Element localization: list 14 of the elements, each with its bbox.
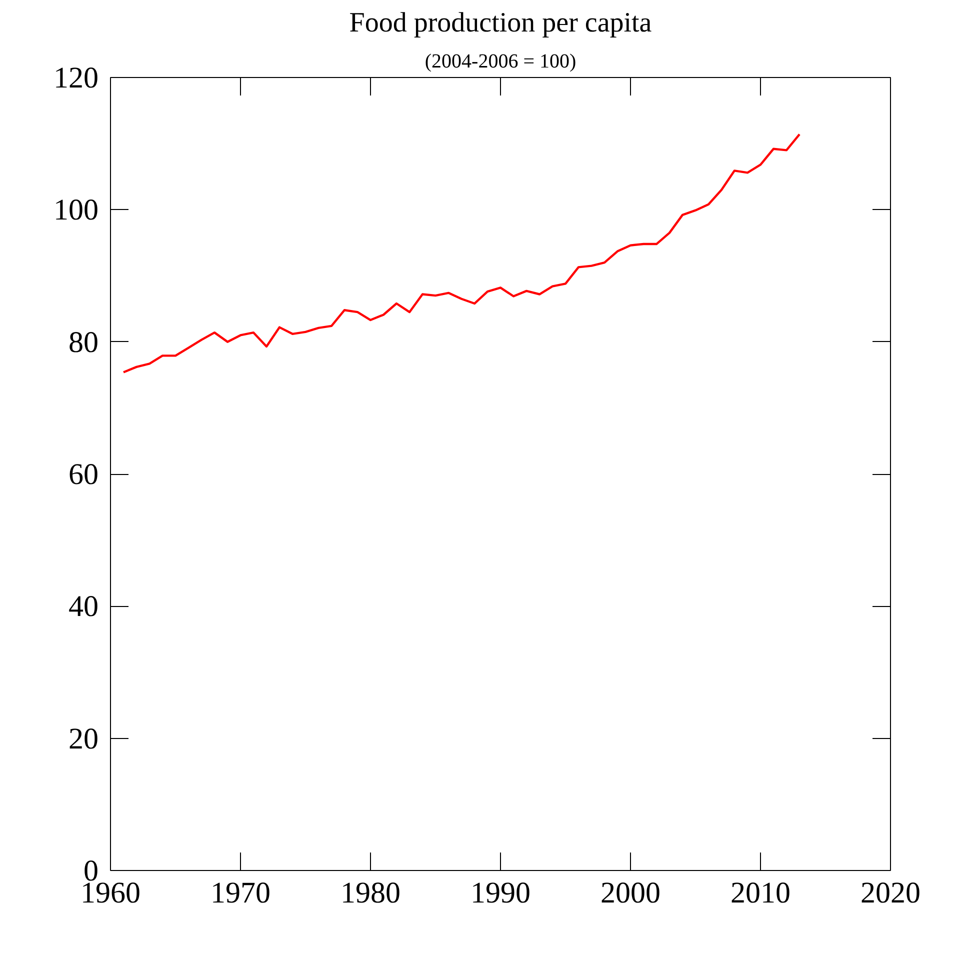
y-tick-label: 20 [68, 722, 98, 756]
chart-title: Food production per capita [349, 8, 652, 38]
x-tick-label: 2010 [730, 876, 790, 910]
y-tick-label: 40 [68, 590, 98, 624]
x-tick-label: 2000 [600, 876, 660, 910]
x-tick-label: 2020 [860, 876, 920, 910]
x-tick-label: 1970 [210, 876, 270, 910]
y-tick-label: 60 [68, 458, 98, 491]
x-tick-label: 1990 [470, 876, 530, 910]
y-tick-label: 120 [54, 62, 98, 94]
y-tick-label: 100 [54, 194, 98, 227]
y-tick-label: 80 [68, 326, 98, 359]
x-tick-label: 1980 [340, 876, 400, 910]
chart-subtitle: (2004-2006 = 100) [424, 50, 576, 72]
